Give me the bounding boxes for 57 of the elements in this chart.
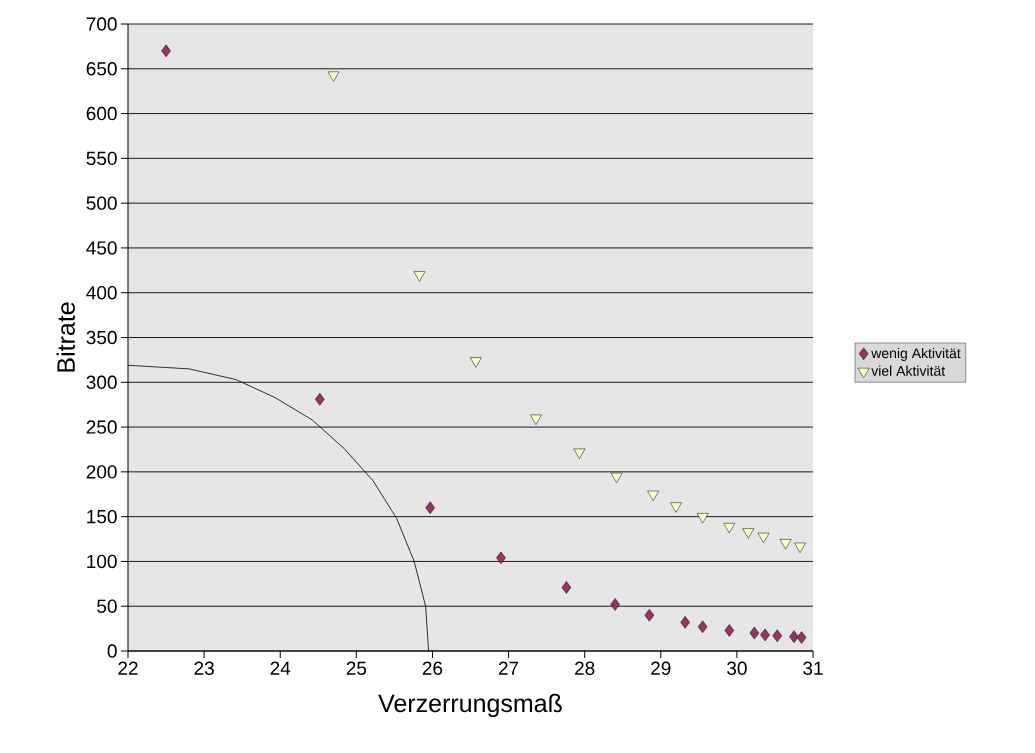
y-tick-label: 550 bbox=[86, 151, 117, 166]
x-tick-label: 30 bbox=[727, 661, 747, 675]
point bbox=[796, 631, 807, 644]
point bbox=[413, 271, 426, 282]
y-tick-label: 700 bbox=[86, 17, 117, 31]
point bbox=[760, 628, 770, 642]
y-tick-label: 50 bbox=[97, 599, 117, 613]
point bbox=[647, 490, 660, 501]
x-tick-label: 23 bbox=[194, 661, 214, 675]
legend-label: viel Aktivität bbox=[871, 365, 946, 376]
y-tick-label: 500 bbox=[86, 196, 117, 210]
point bbox=[315, 393, 325, 406]
point bbox=[723, 523, 736, 534]
x-tick-label: 26 bbox=[422, 661, 443, 675]
y-tick-label: 400 bbox=[86, 285, 117, 300]
x-axis-title: Verzerrungsmaß bbox=[378, 693, 562, 718]
legend-label: wenig Aktivität bbox=[871, 347, 961, 361]
y-tick-label: 350 bbox=[86, 330, 117, 345]
point bbox=[680, 616, 690, 629]
x-tick-label: 31 bbox=[803, 661, 823, 675]
point bbox=[794, 542, 806, 553]
y-tick-label: 0 bbox=[107, 644, 117, 658]
point bbox=[530, 414, 542, 425]
x-tick-label: 24 bbox=[270, 661, 291, 675]
point bbox=[779, 539, 792, 550]
y-tick-label: 100 bbox=[87, 554, 117, 569]
y-tick-label: 600 bbox=[86, 106, 117, 121]
point bbox=[469, 357, 482, 368]
point bbox=[789, 630, 799, 643]
y-tick-label: 150 bbox=[87, 509, 117, 524]
point bbox=[425, 501, 435, 514]
point bbox=[644, 608, 655, 622]
point bbox=[561, 581, 572, 594]
point bbox=[670, 502, 682, 513]
point bbox=[724, 624, 735, 637]
y-tick-label: 250 bbox=[86, 420, 117, 434]
y-tick-label: 200 bbox=[86, 465, 117, 479]
y-tick-label: 650 bbox=[86, 62, 117, 76]
point bbox=[772, 629, 782, 643]
x-tick-label: 29 bbox=[651, 661, 671, 675]
x-tick-label: 28 bbox=[575, 661, 595, 675]
x-tick-label: 22 bbox=[118, 661, 138, 675]
point bbox=[610, 472, 623, 484]
point bbox=[327, 71, 340, 82]
point bbox=[757, 532, 770, 544]
point bbox=[749, 626, 760, 640]
point bbox=[610, 598, 620, 611]
y-tick-label: 300 bbox=[86, 375, 117, 390]
y-axis-title: Bitrate bbox=[56, 302, 75, 372]
point bbox=[496, 551, 506, 565]
y-tick-label: 450 bbox=[86, 241, 117, 255]
point bbox=[697, 620, 708, 634]
x-tick-label: 25 bbox=[346, 661, 367, 675]
point bbox=[696, 513, 709, 524]
point bbox=[573, 448, 586, 459]
point bbox=[742, 528, 755, 539]
x-tick-label: 27 bbox=[498, 661, 519, 675]
